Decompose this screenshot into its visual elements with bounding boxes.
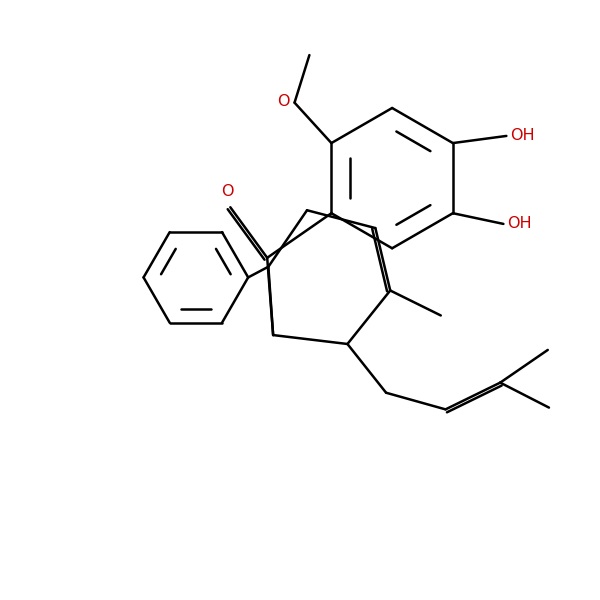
Text: OH: OH bbox=[510, 128, 535, 143]
Text: O: O bbox=[277, 94, 290, 109]
Text: OH: OH bbox=[507, 217, 532, 232]
Text: O: O bbox=[221, 184, 233, 199]
